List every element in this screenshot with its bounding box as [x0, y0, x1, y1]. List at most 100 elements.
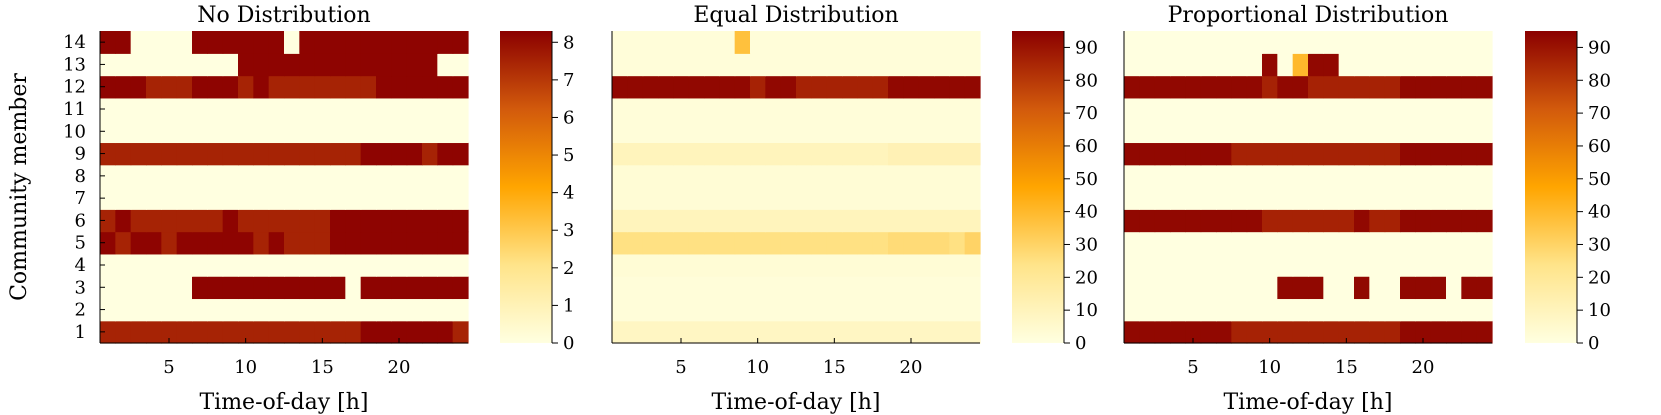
heatmap-cell-m13-h12: [1292, 53, 1309, 77]
heatmap-cell-m8-h6: [1200, 164, 1217, 188]
heatmap-cell-m12-h21: [406, 75, 423, 99]
x-tick-label: 15: [1335, 357, 1358, 378]
heatmap-cell-m5-h24: [1476, 231, 1493, 255]
colorbar-tick-label: 40: [1075, 202, 1098, 223]
heatmap-cell-m5-h24: [964, 231, 981, 255]
heatmap-cell-m6-h19: [1400, 209, 1416, 233]
heatmap-cell-m11-h21: [918, 97, 935, 121]
heatmap-cell-m8-h7: [1216, 164, 1232, 188]
heatmap-cell-m12-h18: [360, 75, 377, 99]
heatmap-cell-m1-h20: [903, 320, 920, 344]
heatmap-cell-m13-h8: [207, 53, 224, 77]
heatmap-cell-m5-h8: [207, 231, 224, 255]
heatmap-cell-m14-h7: [1216, 31, 1232, 54]
heatmap-cell-m4-h11: [765, 253, 782, 277]
heatmap-cell-m10-h12: [780, 120, 797, 144]
heatmap-cell-m1-h10: [1262, 320, 1278, 344]
heatmap-cell-m2-h10: [750, 298, 766, 322]
heatmap-cell-m5-h1: [1124, 231, 1140, 255]
heatmap-cell-m4-h11: [1277, 253, 1294, 277]
x-tick-label: 10: [1258, 357, 1281, 378]
heatmap-cell-m13-h16: [1354, 53, 1370, 77]
heatmap-cell-m4-h4: [658, 253, 674, 277]
heatmap-cell-m8-h3: [130, 164, 147, 188]
heatmap-cell-m10-h6: [1200, 120, 1217, 144]
colorbar-tick-label: 4: [563, 183, 574, 204]
heatmap-cell-m9-h18: [872, 142, 889, 166]
heatmap-cell-m7-h4: [146, 187, 162, 210]
heatmap-cell-m3-h4: [658, 276, 674, 300]
heatmap-cell-m12-h24: [452, 75, 469, 99]
heatmap-cell-m7-h4: [1170, 187, 1186, 210]
heatmap-cell-m5-h6: [688, 231, 705, 255]
heatmap-cell-m9-h9: [1246, 142, 1263, 166]
colorbar-tick-label: 20: [1075, 267, 1098, 288]
heatmap-cell-m2-h9: [222, 298, 239, 322]
heatmap-cell-m10-h23: [1461, 120, 1478, 144]
heatmap-cell-m11-h9: [734, 97, 751, 121]
heatmap-cell-m2-h10: [238, 298, 254, 322]
heatmap-cell-m12-h2: [1139, 75, 1156, 99]
heatmap-cell-m12-h7: [192, 75, 208, 99]
heatmap-cell-m8-h21: [918, 164, 935, 188]
heatmap-cell-m5-h9: [1246, 231, 1263, 255]
heatmap-cell-m5-h15: [826, 231, 843, 255]
heatmap-cell-m11-h22: [934, 97, 950, 121]
heatmap-cell-m12-h22: [1446, 75, 1462, 99]
heatmap-cell-m5-h3: [642, 231, 659, 255]
heatmap-cell-m1-h21: [406, 320, 423, 344]
heatmap-cell-m7-h22: [422, 187, 438, 210]
heatmap-cell-m3-h19: [888, 276, 904, 300]
heatmap-cell-m8-h23: [949, 164, 966, 188]
heatmap-cell-m7-h24: [452, 187, 469, 210]
heatmap-cell-m11-h3: [1154, 97, 1171, 121]
heatmap-cell-m9-h10: [750, 142, 766, 166]
heatmap-cell-m4-h23: [437, 253, 454, 277]
heatmap-cell-m12-h20: [903, 75, 920, 99]
heatmap-cell-m9-h23: [437, 142, 454, 166]
heatmap-cell-m6-h21: [1430, 209, 1447, 233]
heatmap-panel-3: Proportional Distribution 5 10 15 20 Time-of-…: [1123, 3, 1611, 415]
heatmap-cell-m3-h20: [903, 276, 920, 300]
heatmap-cell-m4-h7: [704, 253, 720, 277]
heatmap-cell-m14-h2: [115, 31, 132, 54]
heatmap-cell-m9-h3: [642, 142, 659, 166]
heatmap-cell-m2-h22: [934, 298, 950, 322]
heatmap-cell-m13-h6: [176, 53, 193, 77]
colorbar-tick-label: 20: [1588, 267, 1611, 288]
heatmap-cell-m14-h5: [1185, 31, 1202, 54]
heatmap-cell-m6-h5: [161, 209, 178, 233]
heatmap-cell-m6-h23: [437, 209, 454, 233]
y-tick-label: 2: [75, 300, 86, 321]
heatmap-cell-m1-h1: [100, 320, 116, 344]
heatmap-cell-m6-h1: [1124, 209, 1140, 233]
heatmap-cell-m6-h5: [1185, 209, 1202, 233]
heatmap-cell-m3-h19: [1400, 276, 1416, 300]
heatmap-cell-m6-h11: [253, 209, 270, 233]
heatmap-cell-m9-h22: [422, 142, 438, 166]
heatmap-cell-m6-h2: [115, 209, 132, 233]
heatmap-cell-m11-h17: [1369, 97, 1386, 121]
heatmap-cell-m9-h13: [1308, 142, 1324, 166]
heatmap-cell-m13-h15: [826, 53, 843, 77]
heatmap-cell-m11-h24: [1476, 97, 1493, 121]
y-tick-label: 13: [63, 54, 86, 75]
colorbar-tick-label: 5: [563, 145, 574, 166]
heatmap-cell-m6-h14: [299, 209, 316, 233]
heatmap-cell-m12-h8: [207, 75, 224, 99]
heatmap-cell-m2-h19: [376, 298, 392, 322]
heatmap-cell-m10-h22: [1446, 120, 1462, 144]
heatmap-cell-m6-h15: [314, 209, 331, 233]
heatmap-cell-m11-h14: [811, 97, 828, 121]
heatmap-cell-m12-h22: [422, 75, 438, 99]
heatmap-cell-m12-h2: [115, 75, 132, 99]
heatmap-cell-m8-h19: [1400, 164, 1416, 188]
heatmap-cell-m12-h6: [1200, 75, 1217, 99]
heatmap-cell-m2-h21: [1430, 298, 1447, 322]
heatmap-cell-m8-h8: [719, 164, 736, 188]
heatmap-cell-m11-h7: [1216, 97, 1232, 121]
heatmap-cell-m14-h8: [1231, 31, 1248, 54]
heatmap-cell-m3-h7: [704, 276, 720, 300]
heatmap-cell-m13-h6: [688, 53, 705, 77]
heatmap-cell-m8-h12: [268, 164, 285, 188]
